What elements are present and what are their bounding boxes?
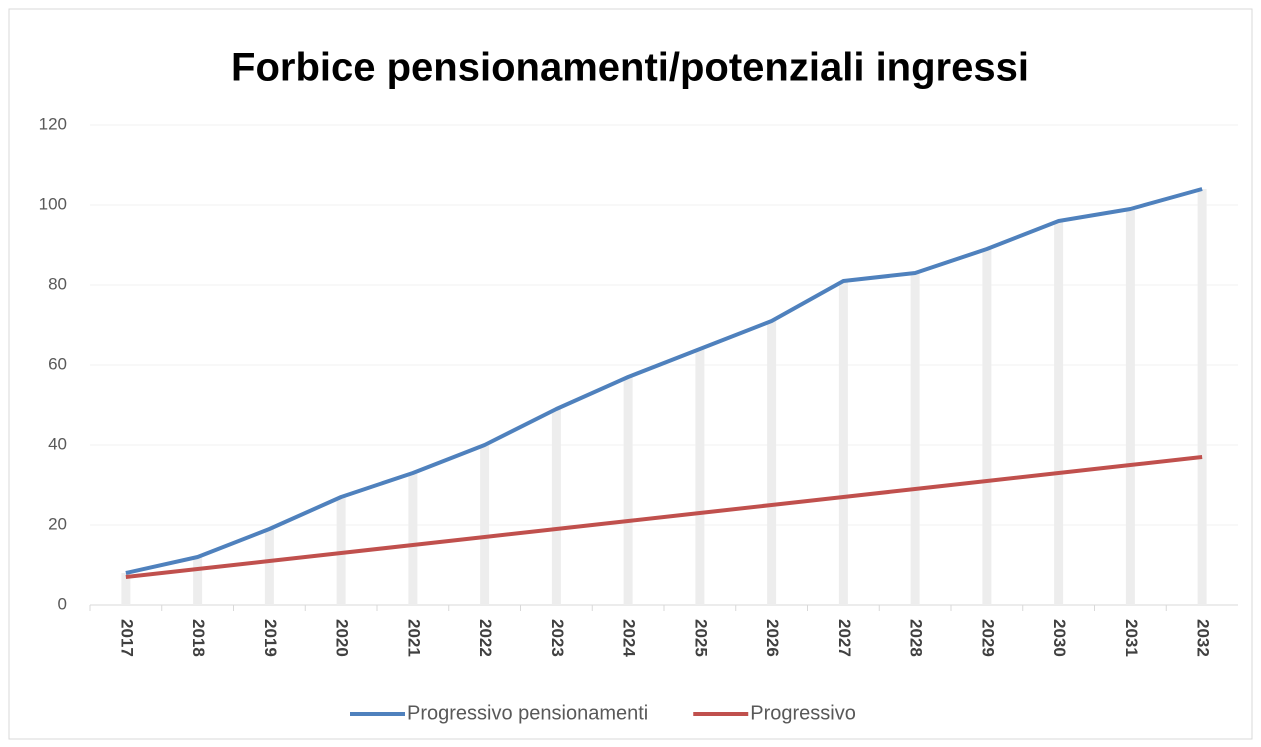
y-tick-label: 80 xyxy=(48,274,67,293)
x-tick-label: 2029 xyxy=(978,619,997,657)
y-tick-label: 120 xyxy=(39,114,67,133)
legend-label: Progressivo pensionamenti xyxy=(407,702,648,724)
x-tick-label: 2031 xyxy=(1122,619,1141,657)
chart-title: Forbice pensionamenti/potenziali ingress… xyxy=(231,46,1029,90)
x-tick-label: 2024 xyxy=(620,619,639,657)
legend-label: Progressivo xyxy=(750,702,856,724)
x-tick-label: 2028 xyxy=(907,619,926,657)
x-tick-label: 2018 xyxy=(189,619,208,657)
x-tick-label: 2025 xyxy=(691,619,710,657)
y-tick-label: 100 xyxy=(39,194,67,213)
x-tick-label: 2019 xyxy=(261,619,280,657)
x-tick-label: 2023 xyxy=(548,619,567,657)
x-tick-label: 2032 xyxy=(1194,619,1213,657)
x-tick-label: 2030 xyxy=(1050,619,1069,657)
x-tick-label: 2020 xyxy=(333,619,352,657)
series-line xyxy=(125,187,1203,575)
x-tick-label: 2026 xyxy=(763,619,782,657)
series-line xyxy=(125,455,1203,579)
x-tick-label: 2022 xyxy=(476,619,495,657)
y-tick-label: 40 xyxy=(48,434,67,453)
y-tick-label: 0 xyxy=(58,594,67,613)
y-tick-label: 60 xyxy=(48,354,67,373)
x-tick-label: 2027 xyxy=(835,619,854,657)
x-tick-label: 2021 xyxy=(404,619,423,657)
y-tick-label: 20 xyxy=(48,514,67,533)
x-tick-label: 2017 xyxy=(117,619,136,657)
